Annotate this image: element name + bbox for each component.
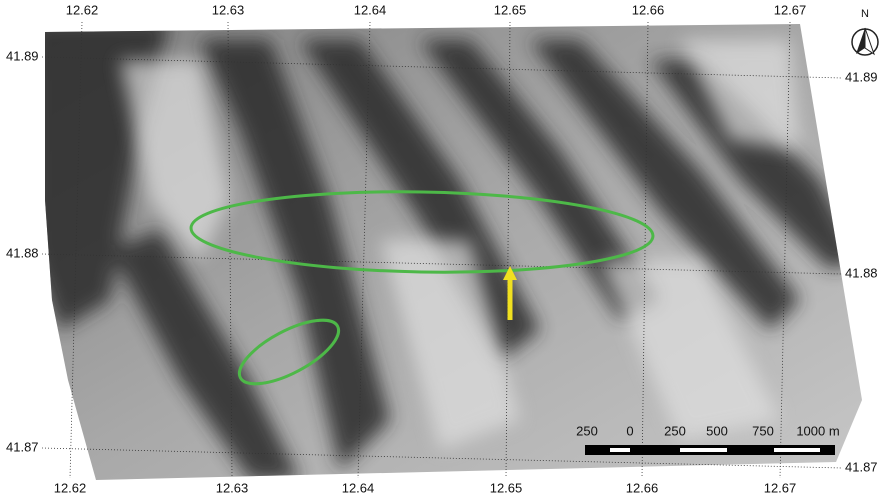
north-label: N [861, 8, 869, 20]
scale-label: 750 [752, 423, 774, 438]
longitude-label: 12.65 [490, 480, 523, 495]
longitude-label: 12.67 [764, 480, 797, 495]
longitude-label: 12.62 [66, 2, 99, 17]
latitude-label: 41.87 [6, 439, 39, 454]
north-arrow: N [852, 8, 878, 55]
latitude-label: 41.88 [6, 245, 39, 260]
map-figure: 250 0 250 500 750 1000 m N 12.62 12.63 12.64 12.… [0, 0, 889, 500]
scale-label: 500 [706, 423, 728, 438]
scale-label: 0 [626, 423, 633, 438]
longitude-label: 12.66 [632, 2, 665, 17]
scale-label: 250 [664, 423, 686, 438]
longitude-label: 12.67 [774, 2, 807, 17]
longitude-label: 12.63 [216, 480, 249, 495]
scale-label: 1000 m [796, 423, 839, 438]
longitude-label: 12.64 [342, 480, 375, 495]
longitude-label: 12.62 [54, 480, 87, 495]
latitude-label: 41.87 [845, 459, 878, 474]
latitude-label: 41.89 [6, 48, 39, 63]
scale-label: 250 [576, 423, 598, 438]
longitude-label: 12.65 [494, 2, 527, 17]
latitude-label: 41.89 [845, 69, 878, 84]
latitude-label: 41.88 [845, 265, 878, 280]
longitude-label: 12.66 [626, 480, 659, 495]
longitude-label: 12.64 [354, 2, 387, 17]
longitude-label: 12.63 [212, 2, 245, 17]
